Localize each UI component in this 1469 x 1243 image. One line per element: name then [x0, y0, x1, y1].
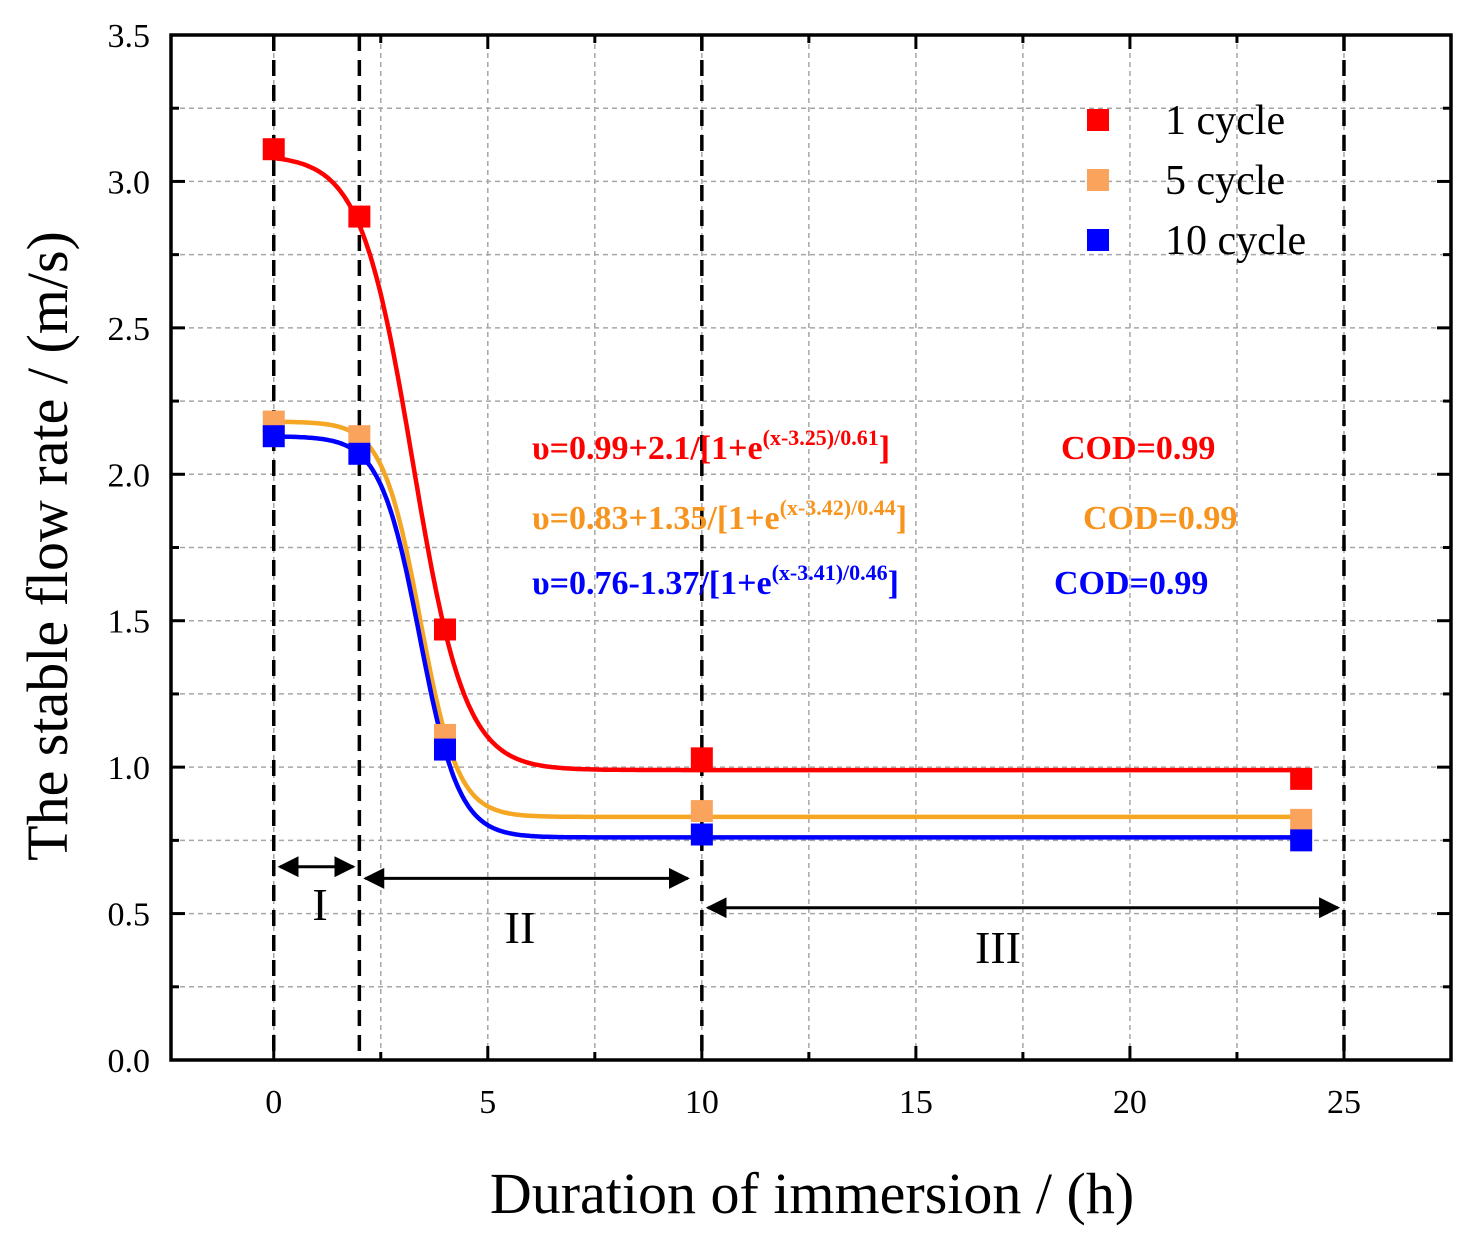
data-point [433, 738, 456, 761]
y-tick-label: 3.0 [108, 164, 151, 201]
fit-cod: COD=0.99 [1061, 430, 1215, 467]
x-tick-label: 15 [899, 1084, 933, 1121]
legend-label: 5 cycle [1165, 158, 1285, 204]
fit-cod: COD=0.99 [1083, 500, 1237, 537]
legend-marker [1087, 109, 1109, 131]
x-tick-label: 20 [1113, 1084, 1147, 1121]
legend-label: 1 cycle [1165, 98, 1285, 144]
fit-equations: υ=0.99+2.1/[1+e(x-3.25)/0.61] COD=0.99 υ=0… [532, 425, 1237, 602]
legend-label: 10 cycle [1165, 218, 1306, 264]
stage-label: I [312, 879, 327, 930]
data-point [348, 425, 371, 448]
stage-boundaries [271, 35, 1346, 1060]
y-axis-title: The stable flow rate / (m/s) [15, 231, 80, 861]
y-tick-label: 0.0 [108, 1043, 151, 1080]
fit-cod: COD=0.99 [1054, 565, 1208, 602]
y-tick-label: 1.5 [108, 604, 151, 641]
y-tick-label: 2.0 [108, 457, 151, 494]
stage-labels: I II III [312, 879, 1021, 973]
x-axis-title: Duration of immersion / (h) [490, 1161, 1134, 1226]
fit-equation: υ=0.83+1.35/[1+e(x-3.42)/0.44] [532, 495, 907, 537]
x-tick-label: 0 [265, 1084, 282, 1121]
data-point [690, 747, 713, 770]
data-point [690, 823, 713, 846]
stage-label: II [505, 902, 536, 953]
tick-labels: 0 5 10 15 20 25 0.0 0.5 1.0 1.5 2.0 2.5 3.0 3.5 [108, 18, 1361, 1121]
stage-label: III [975, 922, 1021, 973]
y-tick-label: 2.5 [108, 311, 151, 348]
legend-marker [1087, 169, 1109, 191]
legend-marker [1087, 229, 1109, 251]
axis-ticks [171, 33, 1451, 1062]
data-point [348, 205, 371, 228]
data-point [690, 800, 713, 823]
y-tick-label: 1.0 [108, 750, 151, 787]
fit-equation: υ=0.99+2.1/[1+e(x-3.25)/0.61] [532, 425, 890, 467]
data-point [1290, 767, 1313, 790]
y-tick-label: 0.5 [108, 897, 151, 934]
fit-equation: υ=0.76-1.37/[1+e(x-3.41)/0.46] [532, 560, 899, 602]
data-point [1290, 808, 1313, 831]
data-point [348, 442, 371, 465]
x-tick-label: 25 [1327, 1084, 1361, 1121]
data-point [1290, 829, 1313, 852]
data-markers [262, 138, 1313, 852]
grid [171, 35, 1451, 1060]
x-tick-label: 10 [685, 1084, 719, 1121]
stage-arrows [277, 856, 1341, 919]
data-point [262, 138, 285, 161]
data-point [262, 425, 285, 448]
y-tick-label: 3.5 [108, 18, 151, 55]
x-tick-label: 5 [479, 1084, 496, 1121]
legend: 1 cycle 5 cycle 10 cycle [1087, 98, 1306, 264]
data-point [433, 618, 456, 641]
